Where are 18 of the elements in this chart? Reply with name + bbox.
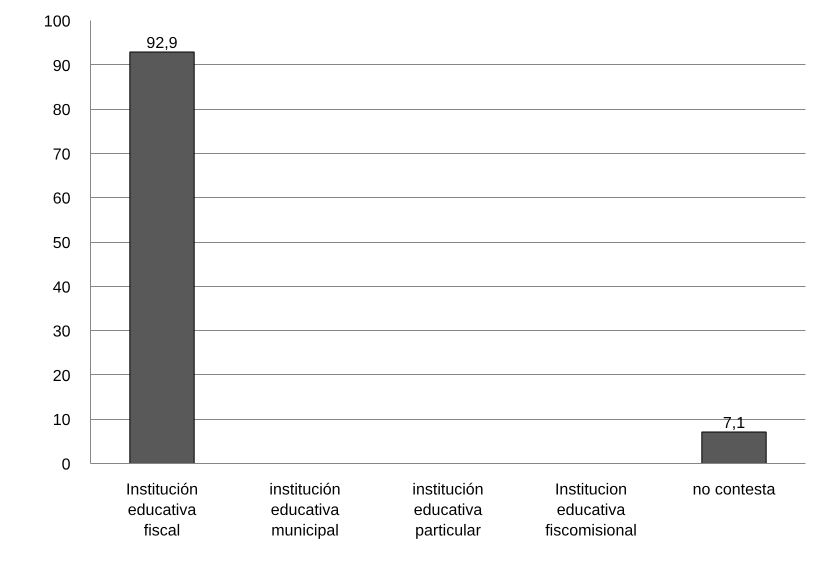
y-tick-label: 30 bbox=[52, 324, 71, 341]
y-tick-label: 50 bbox=[52, 235, 71, 252]
x-tick-label: no contesta bbox=[692, 482, 776, 498]
y-tick-label: 90 bbox=[52, 58, 71, 75]
y-tick-label: 10 bbox=[52, 412, 71, 430]
y-tick-label: 80 bbox=[52, 102, 71, 120]
x-tick-label: Institucion educativa fiscomisional bbox=[545, 482, 637, 540]
y-tick-label: 70 bbox=[52, 146, 71, 164]
data-label: 7,1 bbox=[722, 415, 746, 432]
y-tick-label: 100 bbox=[44, 14, 71, 30]
x-tick-label: Institución educativa fiscal bbox=[126, 482, 198, 540]
data-label: 92,9 bbox=[146, 34, 178, 52]
y-tick-label: 60 bbox=[52, 190, 71, 208]
x-tick-label: institución educativa particular bbox=[412, 482, 484, 540]
x-tick-label: institución educativa municipal bbox=[269, 482, 341, 540]
y-tick-label: 20 bbox=[52, 368, 71, 385]
y-tick-label: 0 bbox=[62, 456, 71, 474]
y-tick-label: 40 bbox=[52, 279, 71, 296]
